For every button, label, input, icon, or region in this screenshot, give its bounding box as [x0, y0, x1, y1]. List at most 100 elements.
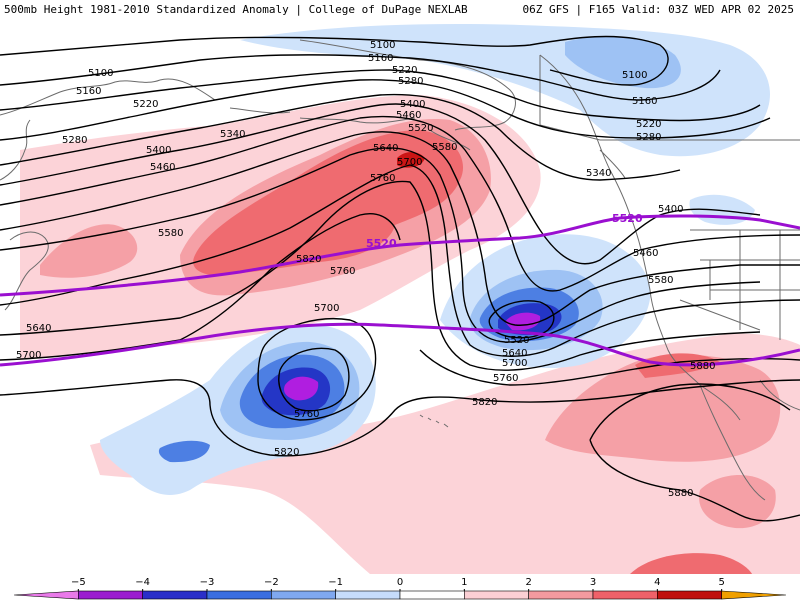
- contour-label: 5280: [636, 132, 661, 143]
- climo-label-5520-east: 5520: [612, 212, 643, 225]
- contour-5700: [0, 180, 761, 371]
- contour-label: 5400: [400, 99, 425, 110]
- contour-label: 5340: [220, 129, 245, 140]
- contour-label: 5640: [502, 348, 527, 359]
- climatology-labels: 5520 5520: [366, 212, 643, 250]
- contour-label: 5880: [690, 361, 715, 372]
- pos-anomaly-max: [397, 152, 425, 168]
- contour-labels: 5100 5160 5220 5280 5340 5400 5460 5580 …: [16, 40, 715, 499]
- neg-anomaly-central-pacific-spot: [158, 440, 210, 463]
- contour-5880: [589, 383, 800, 522]
- colorbar-swatch: [399, 590, 465, 600]
- contour-label: 5400: [146, 145, 171, 156]
- neg-anomaly-gulf-alaska-mid: [565, 36, 681, 89]
- hawaii-islands: [419, 414, 449, 428]
- map-title: 500mb Height 1981-2010 Standardized Anom…: [4, 3, 468, 16]
- contour-label: 5520: [504, 335, 529, 346]
- contour-low-5760: [278, 347, 350, 412]
- colorbar-swatch: [657, 590, 722, 600]
- colorbar-tick-label: 2: [525, 577, 531, 588]
- pos-anomaly-southwest-mid: [545, 354, 781, 462]
- contour-label: 5700: [314, 303, 339, 314]
- contour-5520: [0, 131, 800, 326]
- baja-mexico: [699, 379, 800, 501]
- contour-label: 5160: [76, 86, 101, 97]
- contour-5760: [0, 213, 800, 386]
- contour-label: 5160: [368, 53, 393, 64]
- climo-5880-line: [0, 322, 800, 367]
- pos-anomaly-west-pacific-mid: [40, 224, 138, 278]
- climo-5520-line: [0, 214, 800, 297]
- colorbar-swatch: [206, 590, 272, 600]
- contour-label: 5520: [408, 123, 433, 134]
- contour-label: 5700: [397, 157, 422, 168]
- contour-label: 5760: [294, 409, 319, 420]
- asia-coastline: [0, 79, 161, 311]
- colorbar-tick-label: −3: [200, 577, 215, 588]
- colorbar-swatch: [592, 590, 658, 600]
- colorbar-swatch: [464, 590, 529, 600]
- positive-anomaly-shading: [20, 95, 800, 574]
- contour-5340: [0, 93, 681, 181]
- contour-label: 5640: [26, 323, 51, 334]
- neg-anomaly-offshore-core: [505, 312, 541, 331]
- contour-5160: [0, 54, 721, 101]
- anomaly-colorbar: −5 −4 −3 −2 −1 0 1 2 3 4 5: [0, 574, 800, 600]
- contour-label: 5760: [330, 266, 355, 277]
- model-run-info: 06Z GFS | F165 Valid: 03Z WED APR 02 202…: [522, 3, 794, 16]
- contour-label: 5820: [274, 447, 299, 458]
- contour-label: 5460: [396, 110, 421, 121]
- contour-5220: [0, 69, 761, 122]
- colorbar-swatches: [13, 590, 787, 600]
- contour-label: 5580: [648, 275, 673, 286]
- colorbar-tick-label: 1: [461, 577, 467, 588]
- contour-5460: [0, 115, 800, 292]
- contour-low-5700: [257, 318, 377, 421]
- colorbar-ticks: −5 −4 −3 −2 −1 0 1 2 3 4 5: [71, 577, 725, 591]
- map-header: 500mb Height 1981-2010 Standardized Anom…: [0, 0, 800, 20]
- alaska-coastline: [299, 39, 516, 151]
- colorbar-swatch: [271, 590, 336, 600]
- contour-label: 5700: [502, 358, 527, 369]
- contour-5400: [0, 103, 761, 265]
- contour-label: 5100: [622, 70, 647, 81]
- contour-label: 5100: [370, 40, 395, 51]
- contour-label: 5280: [398, 76, 423, 87]
- colorbar-tick-label: 0: [397, 577, 403, 588]
- colorbar-swatch: [528, 590, 594, 600]
- contour-label: 5640: [373, 143, 398, 154]
- contour-label: 5340: [586, 168, 611, 179]
- contour-label: 5580: [158, 228, 183, 239]
- colorbar-swatch: [78, 590, 143, 600]
- colorbar-tick-label: −1: [328, 577, 343, 588]
- contour-label: 5580: [432, 142, 457, 153]
- contour-offshore-low: [488, 300, 555, 339]
- height-contours: [0, 35, 800, 522]
- colorbar-swatch: [142, 590, 208, 600]
- pos-anomaly-mexico-mid: [699, 475, 776, 529]
- contour-label: 5460: [150, 162, 175, 173]
- climatology-lines: [0, 214, 800, 367]
- contour-label: 5820: [472, 397, 497, 408]
- contour-label: 5760: [493, 373, 518, 384]
- colorbar-tick-label: 3: [590, 577, 596, 588]
- anomaly-map: 5100 5160 5220 5280 5340 5400 5460 5580 …: [0, 20, 800, 574]
- contour-label: 5280: [62, 135, 87, 146]
- colorbar-swatch: [721, 590, 787, 600]
- contour-5100: [0, 35, 669, 86]
- state-lines: [679, 229, 800, 340]
- pos-anomaly-north-pacific-strong: [193, 130, 464, 275]
- contour-5580: [0, 147, 761, 343]
- contour-label: 5760: [370, 173, 395, 184]
- contour-label: 5820: [296, 254, 321, 265]
- us-west-coast: [629, 214, 741, 421]
- contour-label: 5880: [668, 488, 693, 499]
- colorbar-tick-label: −2: [264, 577, 279, 588]
- contour-label: 5100: [88, 68, 113, 79]
- contour-label: 5160: [632, 96, 657, 107]
- colorbar-swatch: [335, 590, 401, 600]
- contour-label: 5460: [633, 248, 658, 259]
- colorbar-tick-label: −5: [71, 577, 86, 588]
- colorbar-tick-label: 4: [654, 577, 660, 588]
